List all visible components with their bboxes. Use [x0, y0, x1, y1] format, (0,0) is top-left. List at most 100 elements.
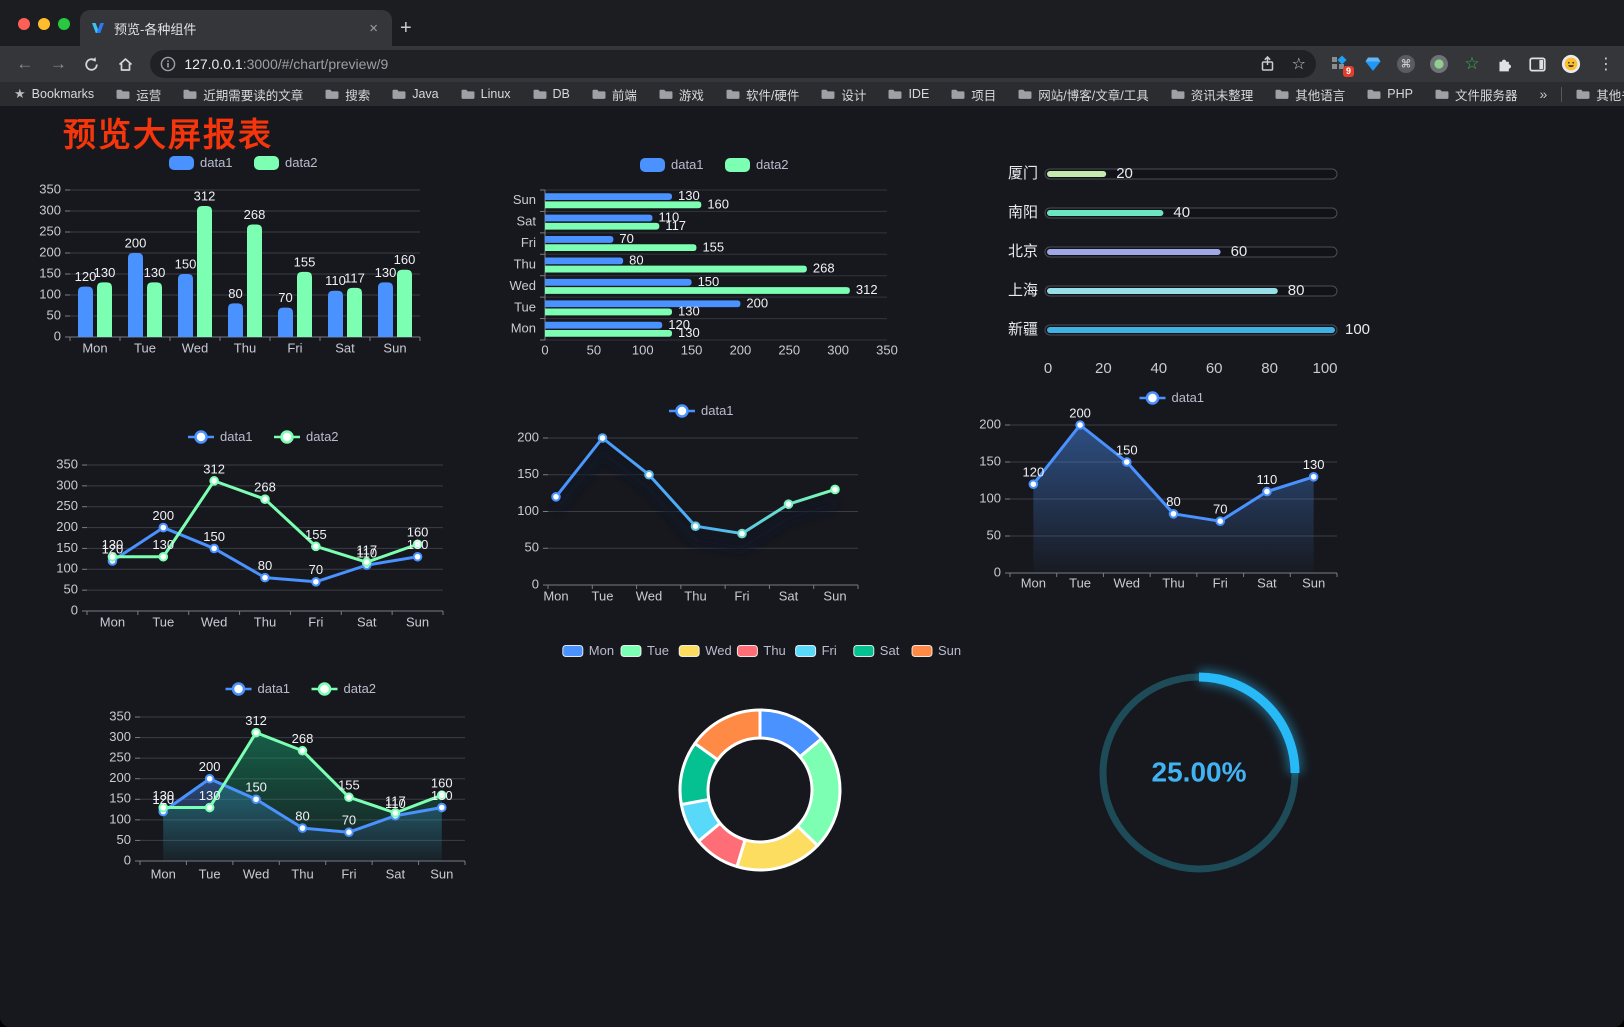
gradient-line-chart-canvas[interactable]: 0 50 100 150 200 Mon Tue Wed Thu Fri Sat Sun data1	[505, 398, 925, 612]
svg-text:Tue: Tue	[152, 614, 174, 629]
bookmark-folder[interactable]: 项目	[951, 85, 996, 104]
bookmark-folder[interactable]: 软件/硬件	[726, 85, 799, 104]
browser-menu-icon[interactable]: ⋮	[1597, 56, 1614, 73]
two-series-area-line-chart-canvas[interactable]: 0 50 100 150 200 250 300 350 Mon Tue Wed Thu Fri Sat S…	[95, 675, 525, 889]
bookmark-folder[interactable]: 文件服务器	[1435, 85, 1517, 104]
city-progress-chart-canvas[interactable]: 厦门 20 南阳 40 北京 60 上海 80 新疆 100 0 20 40 60 80 100	[975, 150, 1375, 390]
svg-text:70: 70	[309, 562, 323, 577]
grouped-bar-chart[interactable]: 0 50 100 150 200 250 300 350 Mon Tue Wed Thu Fri Sat S…	[35, 148, 465, 362]
bookmark-folder[interactable]: 网站/博客/文章/工具	[1018, 85, 1149, 104]
svg-text:Sun: Sun	[406, 614, 429, 629]
svg-text:Tue: Tue	[592, 588, 614, 603]
bookmark-star-icon[interactable]: ☆	[1291, 56, 1306, 73]
two-series-area-line-chart[interactable]: 0 50 100 150 200 250 300 350 Mon Tue Wed Thu Fri Sat S…	[95, 675, 525, 889]
svg-text:250: 250	[109, 750, 131, 765]
bookmark-folder[interactable]: Linux	[461, 85, 511, 104]
bookmarks-overflow-chevron[interactable]: »	[1539, 86, 1548, 102]
share-icon[interactable]	[1259, 55, 1276, 73]
svg-text:Fri: Fri	[308, 614, 323, 629]
other-bookmarks-folder[interactable]: 其他书签	[1576, 85, 1624, 104]
bookmark-folder[interactable]: 近期需要读的文章	[183, 85, 303, 104]
svg-text:160: 160	[394, 252, 416, 267]
gauge-chart[interactable]: 25.00%	[1075, 648, 1325, 900]
svg-text:0: 0	[54, 328, 61, 343]
svg-text:120: 120	[102, 541, 124, 556]
minimize-window-button[interactable]	[38, 18, 50, 30]
svg-text:312: 312	[203, 461, 225, 476]
svg-text:Mon: Mon	[82, 340, 107, 355]
bookmarks-manager-item[interactable]: ★ Bookmarks	[14, 86, 94, 102]
gradient-line-chart[interactable]: 0 50 100 150 200 Mon Tue Wed Thu Fri Sat Sun data1	[505, 398, 925, 612]
folder-icon	[1275, 89, 1289, 99]
bookmark-folder[interactable]: 资讯未整理	[1171, 85, 1253, 104]
extension-grid-diamond-icon[interactable]: 9	[1330, 54, 1354, 77]
extension-gem-icon[interactable]	[1363, 54, 1383, 74]
extensions-area: 9 ⌘ ☆	[1330, 54, 1624, 77]
svg-text:Wed: Wed	[201, 614, 228, 629]
donut-chart-canvas[interactable]: Mon Tue Wed Thu Fri Sat Sun	[555, 638, 965, 890]
svg-text:80: 80	[629, 253, 643, 268]
profile-avatar[interactable]	[1561, 54, 1581, 74]
side-panel-icon[interactable]	[1528, 54, 1548, 74]
bookmark-folder[interactable]: 其他语言	[1275, 85, 1345, 104]
folder-icon	[533, 89, 546, 99]
bookmark-folder[interactable]: IDE	[888, 85, 929, 104]
bookmark-folder[interactable]: Java	[392, 85, 439, 104]
area-line-chart[interactable]: 0 50 100 150 200 Mon Tue Wed Thu Fri Sat Sun 120 200 1…	[965, 388, 1370, 602]
svg-text:70: 70	[278, 290, 292, 305]
url-text: 127.0.0.1:3000/#/chart/preview/9	[184, 56, 1258, 72]
bookmark-folder-list: 运营 近期需要读的文章 搜索 Java Linux DB 前端 游戏 软件/硬件 设计 IDE 项目 网…	[116, 85, 1517, 104]
bookmark-folder-label: 软件/硬件	[745, 88, 800, 103]
forward-button[interactable]: →	[49, 54, 67, 73]
horizontal-bar-chart[interactable]: Sun 130 160 Sat 110 117 Fri 70 155 Thu 80 268 Wed 150…	[505, 150, 925, 364]
svg-text:120: 120	[152, 792, 174, 807]
svg-text:南阳: 南阳	[1008, 204, 1038, 221]
svg-text:Sat: Sat	[386, 866, 406, 881]
tab-title: 预览-各种组件	[114, 21, 197, 37]
city-progress-chart[interactable]: 厦门 20 南阳 40 北京 60 上海 80 新疆 100 0 20 40 60 80 100	[975, 150, 1375, 390]
bookmark-folder-label: Java	[412, 87, 439, 101]
svg-text:130: 130	[199, 788, 221, 803]
folder-icon	[461, 89, 475, 99]
bookmark-folder[interactable]: 运营	[116, 85, 161, 104]
svg-text:300: 300	[109, 729, 131, 744]
close-window-button[interactable]	[18, 18, 30, 30]
address-bar[interactable]: 127.0.0.1:3000/#/chart/preview/9 ☆	[150, 50, 1316, 78]
extension-star-icon[interactable]: ☆	[1464, 54, 1480, 73]
close-tab-icon[interactable]: ×	[369, 19, 378, 37]
new-tab-button[interactable]: +	[400, 17, 412, 39]
svg-text:130: 130	[152, 788, 174, 803]
two-series-line-chart-canvas[interactable]: 0 50 100 150 200 250 300 350 Mon Tue Wed Thu Fri Sat S…	[35, 423, 465, 637]
zoom-window-button[interactable]	[58, 18, 70, 30]
svg-text:Sun: Sun	[1302, 575, 1325, 590]
bookmark-folder[interactable]: 搜索	[325, 85, 370, 104]
svg-text:130: 130	[152, 537, 174, 552]
extension-command-icon[interactable]: ⌘	[1396, 54, 1416, 74]
bookmark-folder[interactable]: 前端	[592, 85, 637, 104]
page-info-icon[interactable]	[160, 56, 176, 72]
donut-chart[interactable]: Mon Tue Wed Thu Fri Sat Sun	[555, 638, 965, 890]
browser-tab[interactable]: 预览-各种组件 ×	[80, 10, 392, 46]
svg-text:312: 312	[245, 713, 267, 728]
svg-text:150: 150	[56, 540, 78, 555]
back-button[interactable]: ←	[16, 54, 34, 73]
bookmark-folder[interactable]: PHP	[1367, 85, 1413, 104]
grouped-bar-chart-canvas[interactable]: 0 50 100 150 200 250 300 350 Mon Tue Wed Thu Fri Sat S…	[35, 148, 465, 362]
bookmark-folder[interactable]: 游戏	[659, 85, 704, 104]
gauge-chart-canvas[interactable]: 25.00%	[1075, 648, 1325, 900]
two-series-line-chart[interactable]: 0 50 100 150 200 250 300 350 Mon Tue Wed Thu Fri Sat S…	[35, 423, 465, 637]
bookmark-folder[interactable]: DB	[533, 85, 570, 104]
svg-text:Wed: Wed	[1114, 575, 1141, 590]
bookmarks-bar: ★ Bookmarks 运营 近期需要读的文章 搜索 Java Linux DB 前端 游戏 软…	[0, 82, 1624, 106]
reload-button[interactable]	[75, 56, 109, 73]
svg-text:data2: data2	[344, 681, 377, 696]
area-line-chart-canvas[interactable]: 0 50 100 150 200 Mon Tue Wed Thu Fri Sat Sun 120 200 1…	[965, 388, 1370, 602]
bookmark-folder[interactable]: 设计	[821, 85, 866, 104]
folder-icon	[888, 89, 902, 99]
home-button[interactable]	[109, 56, 143, 73]
extensions-puzzle-icon[interactable]	[1495, 54, 1515, 74]
svg-text:130: 130	[144, 265, 166, 280]
extension-record-icon[interactable]	[1429, 54, 1449, 74]
svg-text:Mon: Mon	[1021, 575, 1046, 590]
